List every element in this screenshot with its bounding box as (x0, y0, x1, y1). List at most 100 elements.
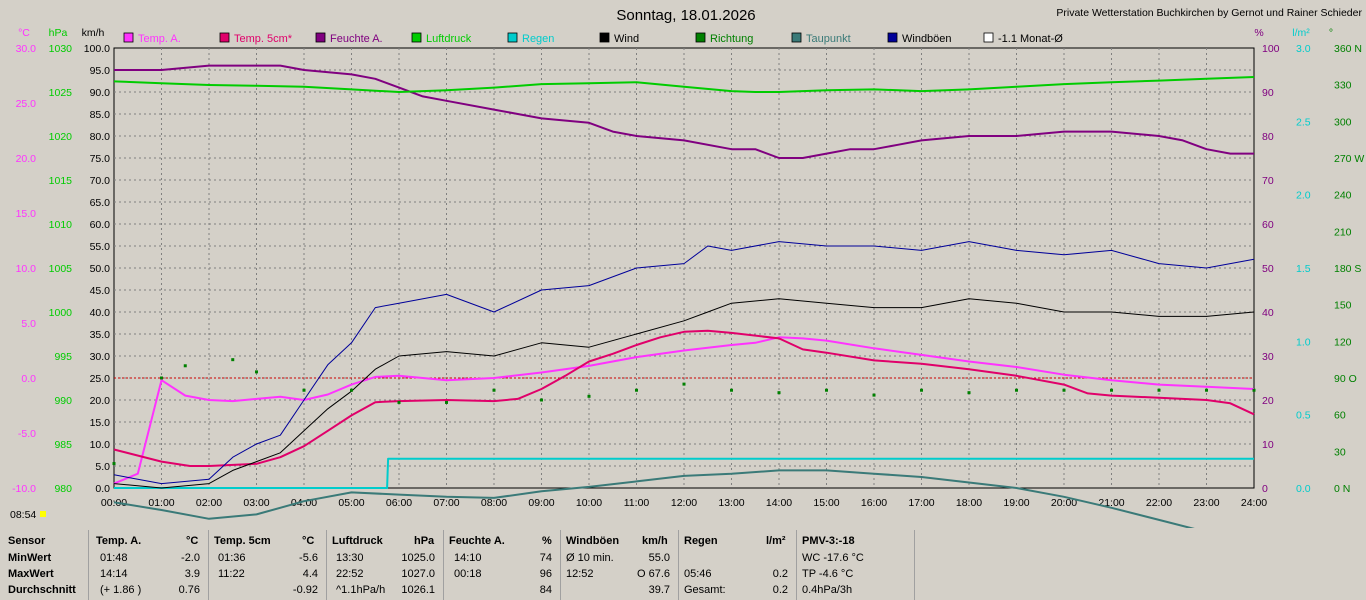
stats-cell-feuchte-val: 96 (539, 568, 552, 580)
series-point-richtung (777, 391, 781, 395)
direction-axis-tick-label: 360 N (1334, 43, 1362, 55)
station-title: Private Wetterstation Buchkirchen by Ger… (1056, 7, 1362, 19)
pressure-axis-tick-label: 990 (54, 395, 72, 407)
series-point-richtung (1157, 388, 1161, 392)
x-tick-label: 13:00 (718, 497, 744, 509)
temp-axis-tick-label: 0.0 (21, 373, 36, 385)
direction-axis-tick-label: 150 (1334, 300, 1352, 312)
wind-axis-tick-label: 75.0 (90, 153, 111, 165)
series-point-richtung (1015, 388, 1018, 392)
stats-cell-temp-a-time: (+ 1.86 ) (100, 584, 142, 596)
stats-header-feuchte: Feuchte A. (449, 535, 505, 547)
humidity-axis-tick-label: 10 (1262, 439, 1274, 451)
series-point-richtung (872, 393, 876, 397)
stats-header-pmv: PMV-3:-18 (802, 535, 855, 547)
x-tick-label: 20:00 (1051, 497, 1077, 509)
x-tick-label: 18:00 (956, 497, 982, 509)
page-title: Sonntag, 18.01.2026 (616, 7, 755, 24)
legend-label-windboeen: Windböen (902, 33, 952, 45)
x-tick-label: 10:00 (576, 497, 602, 509)
wind-axis-tick-label: 100.0 (84, 43, 110, 55)
stats-table: Sensor Temp. A. °C Temp. 5cm °C Luftdruc… (0, 530, 1366, 600)
x-tick-label: 23:00 (1193, 497, 1219, 509)
temp-axis-tick-label: 30.0 (16, 43, 37, 55)
pressure-axis-tick-label: 1010 (49, 219, 73, 231)
legend-swatch-monat (983, 32, 994, 43)
stats-cell-temp-a-val: -2.0 (181, 552, 200, 564)
stats-divider (208, 530, 209, 600)
humidity-axis-tick-label: 50 (1262, 263, 1274, 275)
humidity-axis-tick-label: 90 (1262, 87, 1274, 99)
stats-cell-regen-val: 0.2 (772, 584, 788, 596)
wind-axis-tick-label: 90.0 (90, 87, 111, 99)
stats-divider (796, 530, 797, 600)
wind-axis-tick-label: 30.0 (90, 351, 111, 363)
x-tick-label: 14:00 (766, 497, 792, 509)
x-tick-label: 08:00 (481, 497, 507, 509)
legend: Temp. A. Temp. 5cm* Feuchte A. Luftdruck Reg… (123, 32, 1063, 45)
series-point-richtung (1252, 388, 1256, 392)
legend-swatch-temp_a (123, 32, 134, 43)
legend-label-temp_a: Temp. A. (138, 33, 181, 45)
stats-cell-regen-val: 0.2 (772, 568, 788, 580)
wind-axis-tick-label: 80.0 (90, 131, 111, 143)
stats-cell-temp-a-time: 14:14 (100, 568, 128, 580)
series-point-richtung (492, 388, 496, 392)
series-line-luftdruck (113, 76, 1255, 93)
direction-axis-tick-label: 90 O (1334, 373, 1357, 385)
series-point-richtung (635, 388, 638, 392)
stats-cell-druck-val: 1026.1 (401, 584, 435, 596)
series-line-windb-en (113, 241, 1255, 485)
axes: 00:00 01:00 02:00 03:00 04:00 05:00 06:00 07:00… (12, 27, 1364, 509)
legend-label-regen: Regen (522, 33, 554, 45)
temp-axis-unit-label: °C (18, 27, 30, 39)
wind-axis-tick-label: 60.0 (90, 219, 111, 231)
humidity-axis-tick-label: 80 (1262, 131, 1274, 143)
stats-header-luftdruck: Luftdruck (332, 535, 383, 547)
legend-swatch-regen (507, 32, 518, 43)
x-tick-label: 07:00 (433, 497, 459, 509)
rain-axis-tick-label: 2.0 (1296, 190, 1311, 202)
humidity-axis-tick-label: 100 (1262, 43, 1280, 55)
series-point-richtung (231, 358, 235, 362)
stats-cell-wind-time: 12:52 (566, 568, 594, 580)
rain-axis-tick-label: 3.0 (1296, 43, 1311, 55)
legend-swatch-feuchte (315, 32, 326, 43)
stats-cell-druck-time: 13:30 (336, 552, 364, 564)
humidity-axis-tick-label: 40 (1262, 307, 1274, 319)
stats-cell-label: MaxWert (8, 568, 54, 580)
temp-axis-tick-label: -5.0 (18, 428, 36, 440)
temp-axis-tick-label: 25.0 (16, 98, 37, 110)
temp-axis-tick-label: 5.0 (21, 318, 36, 330)
stats-header-windboeen: Windböen (566, 535, 620, 547)
stats-cell-druck-time: 22:52 (336, 568, 364, 580)
rain-axis-tick-label: 2.5 (1296, 116, 1311, 128)
wind-axis-tick-label: 50.0 (90, 263, 111, 275)
current-time: 08:54 (10, 509, 36, 521)
series-line-regen (114, 457, 1254, 489)
wind-axis-tick-label: 85.0 (90, 109, 111, 121)
legend-label-richtung: Richtung (710, 33, 753, 45)
x-tick-label: 05:00 (338, 497, 364, 509)
x-tick-label: 12:00 (671, 497, 697, 509)
legend-swatch-wind (599, 32, 610, 43)
humidity-axis-unit-label: % (1254, 27, 1263, 39)
wind-axis-tick-label: 10.0 (90, 439, 111, 451)
series-point-richtung (730, 388, 733, 392)
stats-cell-pmv: TP -4.6 °C (802, 568, 854, 580)
stats-divider (326, 530, 327, 600)
series-line-feuchte-a (114, 64, 1254, 159)
stats-divider (443, 530, 444, 600)
legend-label-monat: -1.1 Monat-Ø (998, 33, 1063, 45)
pressure-axis-tick-label: 1020 (49, 131, 73, 143)
stats-cell-feuchte-time: 00:18 (454, 568, 482, 580)
stats-divider (88, 530, 89, 600)
direction-axis-tick-label: 60 (1334, 410, 1346, 422)
stats-cell-wind-time: Ø 10 min. (566, 552, 614, 564)
stats-cell-temp-a-val: 0.76 (178, 584, 200, 596)
x-tick-label: 01:00 (148, 497, 174, 509)
legend-label-luftdruck: Luftdruck (426, 33, 472, 45)
stats-cell-temp-a-val: 3.9 (184, 568, 200, 580)
stats-cell-feuchte-val: 84 (539, 584, 552, 596)
stats-cell-feuchte-time: 14:10 (454, 552, 482, 564)
